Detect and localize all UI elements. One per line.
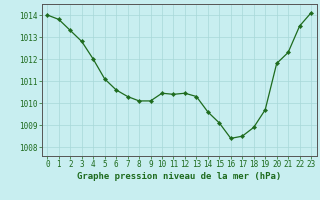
X-axis label: Graphe pression niveau de la mer (hPa): Graphe pression niveau de la mer (hPa) [77,172,281,181]
